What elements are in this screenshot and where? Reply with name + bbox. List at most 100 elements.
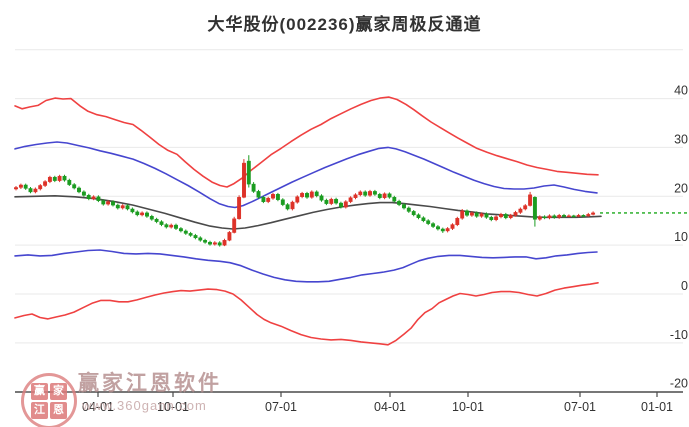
candle-body — [47, 176, 52, 182]
chart-title: 大华股份(002236)赢家周极反通道 — [207, 15, 482, 34]
candle-body — [125, 205, 130, 210]
candle-body — [14, 187, 18, 190]
candle-body — [198, 237, 203, 241]
candle-body — [295, 196, 300, 203]
candle-body — [465, 210, 469, 216]
candle-body — [334, 198, 339, 204]
x-axis-label: 04-01 — [374, 400, 406, 414]
candle-body — [402, 204, 406, 209]
candle-body — [86, 195, 91, 199]
candle-body — [406, 207, 411, 212]
candle-body — [261, 197, 266, 202]
candle-body — [145, 212, 149, 217]
candle-body — [314, 191, 319, 197]
candle-body — [217, 242, 222, 246]
candle-body — [503, 214, 508, 219]
candle-body — [460, 210, 465, 219]
candle-body — [566, 215, 571, 218]
candle-body — [416, 214, 421, 218]
candle-body — [528, 194, 533, 206]
y-axis-label: -10 — [670, 328, 688, 342]
candle-body — [43, 181, 48, 186]
candle-body — [499, 214, 503, 218]
candle-body — [62, 175, 67, 181]
candle-body — [178, 228, 183, 232]
candle-body — [474, 212, 479, 217]
candle-body — [135, 211, 140, 216]
candle-body — [353, 194, 358, 198]
candle-body — [387, 193, 392, 198]
candle-body — [431, 223, 436, 227]
candle-body — [154, 218, 159, 222]
y-axis-label: 20 — [674, 181, 688, 195]
candle-body — [232, 218, 237, 233]
candle-body — [542, 216, 547, 219]
candle-body — [120, 205, 125, 209]
candle-body — [571, 215, 576, 218]
candle-body — [324, 199, 329, 204]
candle-body — [469, 212, 474, 216]
candle-body — [552, 215, 557, 218]
candle-body — [246, 160, 251, 185]
candle-body — [115, 204, 120, 209]
candle-body — [557, 215, 562, 218]
y-axis-label: 40 — [674, 84, 688, 98]
candle-body — [489, 217, 494, 220]
candle-body — [440, 228, 445, 232]
candle-body — [523, 205, 528, 210]
x-axis-label: 10-01 — [452, 400, 484, 414]
candle-body — [96, 196, 101, 201]
candle-body — [72, 184, 77, 189]
candle-body — [169, 224, 174, 228]
candle-body — [518, 208, 523, 213]
candle-body — [411, 211, 416, 216]
candle-body — [33, 188, 38, 193]
candle-body — [280, 199, 285, 205]
candle-body — [208, 241, 212, 245]
candle-body — [77, 187, 81, 193]
candle-body — [140, 212, 145, 216]
candle-body — [111, 201, 115, 206]
candle-body — [581, 215, 586, 217]
candle-body — [203, 240, 208, 243]
x-axis-label: 10-01 — [157, 400, 189, 414]
candle-body — [106, 201, 111, 205]
candle-body — [305, 193, 309, 198]
x-axis-label: 01-01 — [641, 400, 673, 414]
x-axis-label: 04-01 — [82, 400, 114, 414]
candle-body — [576, 215, 581, 217]
candle-body — [159, 221, 164, 225]
candle-body — [421, 217, 426, 221]
candle-body — [586, 214, 591, 217]
candle-body — [319, 195, 324, 201]
candle-body — [392, 197, 397, 202]
candle-body — [537, 216, 542, 220]
y-axis-label: 30 — [674, 132, 688, 146]
candle-body — [339, 202, 343, 208]
candle-body — [329, 198, 334, 204]
candle-body — [377, 194, 382, 198]
candle-body — [52, 176, 57, 181]
candle-body — [309, 191, 314, 198]
candle-body — [174, 224, 178, 229]
candle-body — [372, 191, 377, 195]
candle-body — [271, 194, 275, 199]
candle-body — [237, 197, 242, 220]
candle-body — [193, 235, 198, 239]
candle-body — [183, 230, 188, 234]
candle-body — [426, 220, 431, 224]
candle-body — [251, 183, 256, 192]
candle-body — [591, 212, 596, 215]
candle-body — [188, 233, 193, 236]
candle-body — [494, 216, 499, 220]
candle-body — [445, 228, 450, 232]
candle-body — [130, 208, 135, 213]
y-axis-label: -20 — [670, 377, 688, 391]
outer-upper-channel-line — [14, 96, 599, 188]
candle-body — [23, 184, 28, 189]
candle-body — [222, 240, 227, 246]
candle-body — [348, 197, 353, 202]
y-axis-label: 0 — [681, 279, 688, 293]
candle-body — [67, 179, 72, 185]
